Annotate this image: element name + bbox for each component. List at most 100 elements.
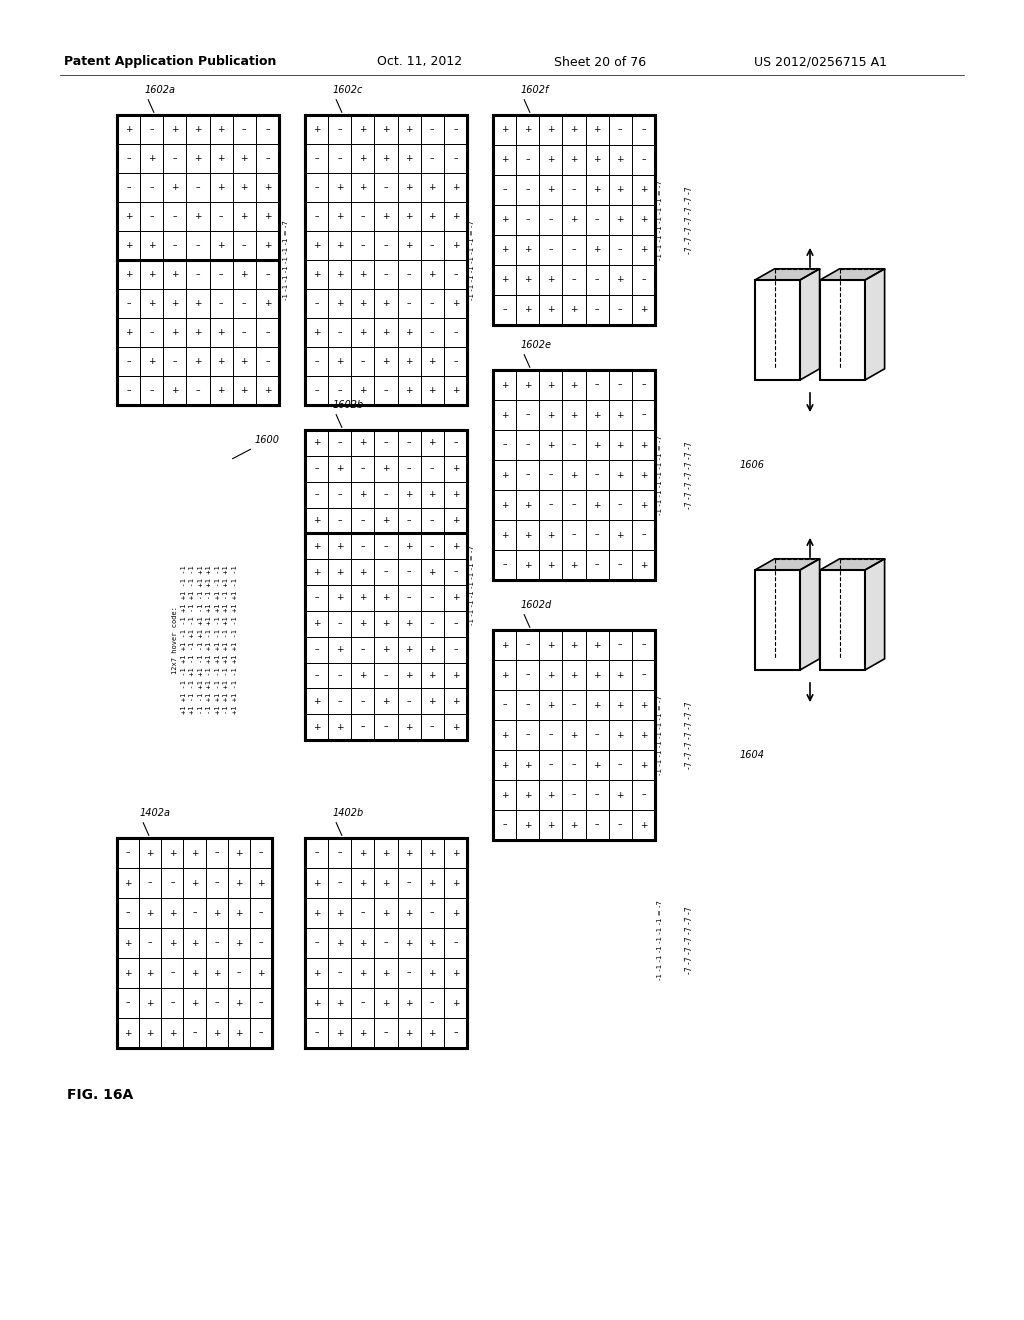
Bar — [375, 958, 397, 987]
Text: +: + — [547, 305, 555, 314]
Text: –: – — [384, 183, 388, 191]
Bar — [305, 376, 328, 405]
Text: –: – — [259, 849, 263, 858]
Text: +: + — [359, 125, 367, 135]
Text: +: + — [312, 438, 321, 447]
Text: +: + — [217, 183, 225, 191]
Text: –: – — [571, 791, 577, 800]
Text: +: + — [312, 998, 321, 1007]
Bar — [586, 520, 608, 550]
Bar — [608, 294, 632, 325]
Bar — [632, 719, 655, 750]
Bar — [351, 318, 375, 347]
Bar — [375, 714, 397, 741]
Bar — [443, 376, 467, 405]
Bar — [140, 144, 163, 173]
Bar — [232, 144, 256, 173]
Text: +: + — [359, 671, 367, 680]
Bar — [540, 630, 562, 660]
Bar — [206, 869, 227, 898]
Bar — [305, 611, 328, 636]
Text: –: – — [170, 998, 175, 1007]
Bar — [305, 289, 328, 318]
Bar — [163, 115, 186, 144]
Bar — [375, 231, 397, 260]
Bar — [375, 838, 397, 869]
Text: +: + — [312, 541, 321, 550]
Bar — [493, 115, 655, 325]
Bar — [516, 459, 540, 490]
Bar — [397, 688, 421, 714]
Text: +: + — [501, 671, 508, 680]
Bar — [632, 205, 655, 235]
Text: –: – — [338, 671, 342, 680]
Text: +: + — [147, 356, 156, 366]
Bar — [586, 630, 608, 660]
Text: –: – — [360, 213, 366, 220]
Bar — [608, 115, 632, 145]
Bar — [562, 400, 586, 430]
Bar — [117, 231, 140, 260]
Bar — [328, 289, 351, 318]
Bar — [608, 810, 632, 840]
Bar — [397, 958, 421, 987]
Text: +: + — [524, 791, 531, 800]
Text: –: – — [525, 186, 530, 194]
Text: -1 -1 -1 -1 -1 -1 -1 = -7: -1 -1 -1 -1 -1 -1 -1 = -7 — [657, 180, 663, 260]
Bar — [256, 347, 279, 376]
Bar — [186, 260, 210, 289]
Bar — [351, 688, 375, 714]
Bar — [305, 115, 328, 144]
Text: +: + — [570, 821, 578, 829]
Text: +: + — [428, 271, 436, 279]
Bar — [586, 115, 608, 145]
Text: –: – — [338, 490, 342, 499]
Bar — [139, 838, 162, 869]
Bar — [375, 533, 397, 560]
Text: +: + — [640, 186, 647, 194]
Bar — [375, 987, 397, 1018]
Bar — [540, 459, 562, 490]
Text: +: + — [217, 356, 225, 366]
Bar — [351, 507, 375, 533]
Text: –: – — [571, 531, 577, 540]
Text: +: + — [593, 441, 601, 450]
Text: +: + — [241, 271, 248, 279]
Text: –: – — [384, 541, 388, 550]
Bar — [351, 376, 375, 405]
Bar — [421, 987, 443, 1018]
Bar — [256, 289, 279, 318]
Bar — [305, 430, 328, 455]
Bar — [540, 810, 562, 840]
Bar — [516, 235, 540, 265]
Text: +: + — [452, 908, 459, 917]
Text: +: + — [593, 760, 601, 770]
Bar — [493, 370, 516, 400]
Bar — [632, 370, 655, 400]
Bar — [540, 205, 562, 235]
Bar — [375, 430, 397, 455]
Bar — [421, 533, 443, 560]
Text: +: + — [171, 300, 178, 308]
Bar — [397, 869, 421, 898]
Text: –: – — [407, 879, 412, 887]
Bar — [540, 145, 562, 176]
Bar — [163, 347, 186, 376]
Text: +: + — [263, 242, 271, 249]
Bar — [586, 780, 608, 810]
Text: +: + — [312, 271, 321, 279]
Bar — [516, 294, 540, 325]
Text: –: – — [360, 908, 366, 917]
Text: –: – — [503, 561, 507, 569]
Text: +: + — [406, 490, 413, 499]
Text: –: – — [126, 356, 131, 366]
Bar — [608, 660, 632, 690]
Text: +: + — [616, 215, 624, 224]
Bar — [162, 1018, 183, 1048]
Text: +: + — [452, 671, 459, 680]
Text: +: + — [312, 125, 321, 135]
Text: +: + — [406, 385, 413, 395]
Text: –: – — [384, 671, 388, 680]
Bar — [227, 928, 250, 958]
Text: +: + — [640, 441, 647, 450]
